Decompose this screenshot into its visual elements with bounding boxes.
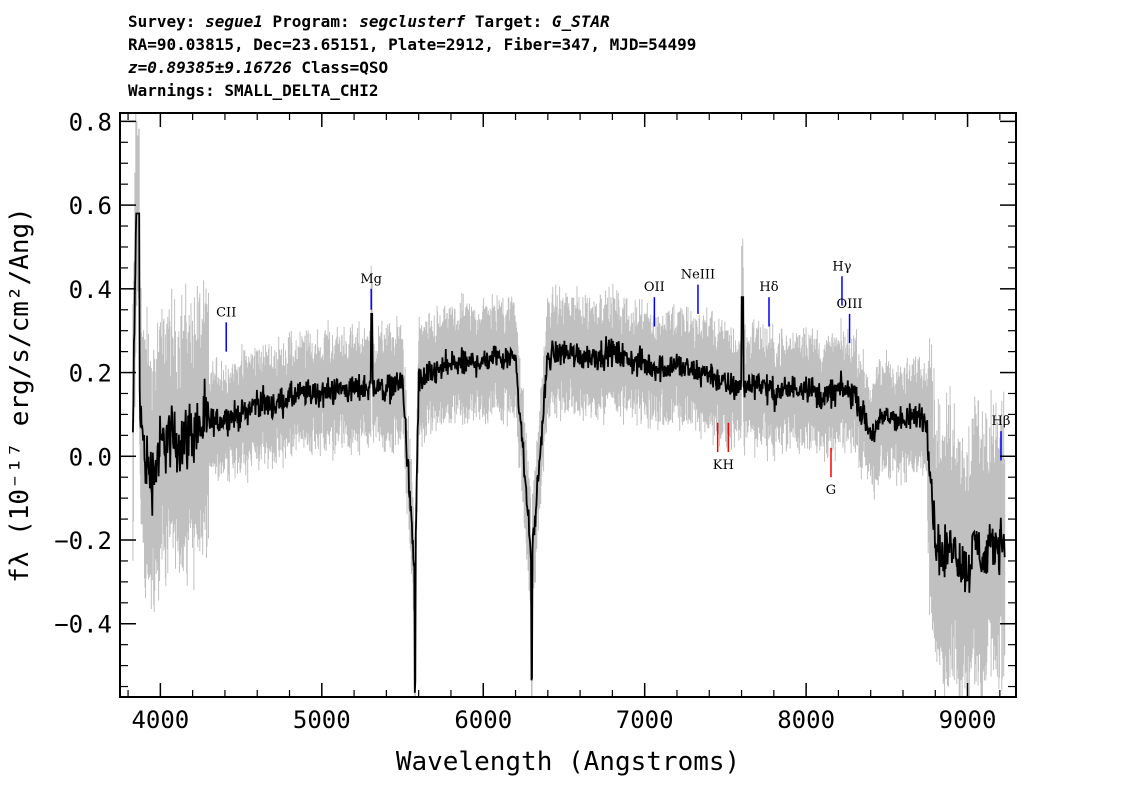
header-line-survey: Survey: segue1 Program: segclusterf Targ…: [128, 10, 696, 33]
x-axis: 4000 5000 6000 7000 8000 9000: [127, 113, 1001, 734]
line-marker-label-8: K: [713, 458, 723, 473]
redshift-value: z=0.89385±9.16726: [128, 58, 292, 77]
program-label: Program:: [272, 12, 350, 31]
y-axis: −0.4 −0.2 0.0 0.2 0.4 0.6 0.8: [54, 108, 1016, 688]
flux-layer: [132, 212, 1006, 693]
line-markers: CII Mg OII NeIII Hδ Hγ OIII Hβ K H G: [216, 259, 1010, 498]
x-axis-title: Wavelength (Angstroms): [396, 747, 740, 777]
x-tick-label: 5000: [293, 706, 351, 734]
line-marker-label-2: OII: [644, 280, 665, 295]
target-value: G_STAR: [551, 12, 610, 31]
line-marker-label-6: OIII: [837, 297, 863, 312]
class-value: Class=QSO: [301, 58, 389, 77]
line-marker-label-0: CII: [216, 305, 236, 320]
line-marker-label-10: G: [826, 483, 836, 498]
header-line-warnings: Warnings: SMALL_DELTA_CHI2: [128, 81, 379, 100]
y-axis-title: fλ (10⁻¹⁷ erg/s/cm²/Ang): [5, 207, 35, 583]
flux-series-line: [132, 212, 1006, 693]
plot-frame: [119, 112, 1017, 698]
x-tick-label: 9000: [939, 706, 997, 734]
header-line-redshift: z=0.89385±9.16726 Class=QSO: [128, 56, 696, 79]
line-marker-label-5: Hγ: [832, 259, 851, 274]
y-tick-label: −0.2: [54, 527, 112, 555]
spectrum-header: Survey: segue1 Program: segclusterf Targ…: [128, 10, 696, 102]
program-value: segclusterf: [359, 12, 466, 31]
target-label: Target:: [474, 12, 543, 31]
line-marker-label-1: Mg: [360, 272, 382, 287]
y-tick-label: 0.8: [69, 108, 112, 136]
line-marker-label-9: H: [723, 458, 734, 473]
line-marker-label-7: Hβ: [992, 414, 1011, 429]
y-tick-label: 0.2: [69, 360, 112, 388]
x-tick-label: 6000: [454, 706, 512, 734]
y-tick-label: −0.4: [54, 611, 112, 639]
x-tick-label: 8000: [777, 706, 835, 734]
survey-value: segue1: [205, 12, 263, 31]
y-tick-label: 0.6: [69, 192, 112, 220]
y-tick-label: 0.0: [69, 443, 112, 471]
line-marker-label-4: Hδ: [759, 280, 778, 295]
line-marker-label-3: NeIII: [681, 268, 715, 283]
header-line-coordinates: RA=90.03815, Dec=23.65151, Plate=2912, F…: [128, 35, 697, 54]
survey-label: Survey:: [128, 12, 196, 31]
x-tick-label: 7000: [616, 706, 674, 734]
y-tick-label: 0.4: [69, 276, 112, 304]
x-tick-label: 4000: [131, 706, 189, 734]
